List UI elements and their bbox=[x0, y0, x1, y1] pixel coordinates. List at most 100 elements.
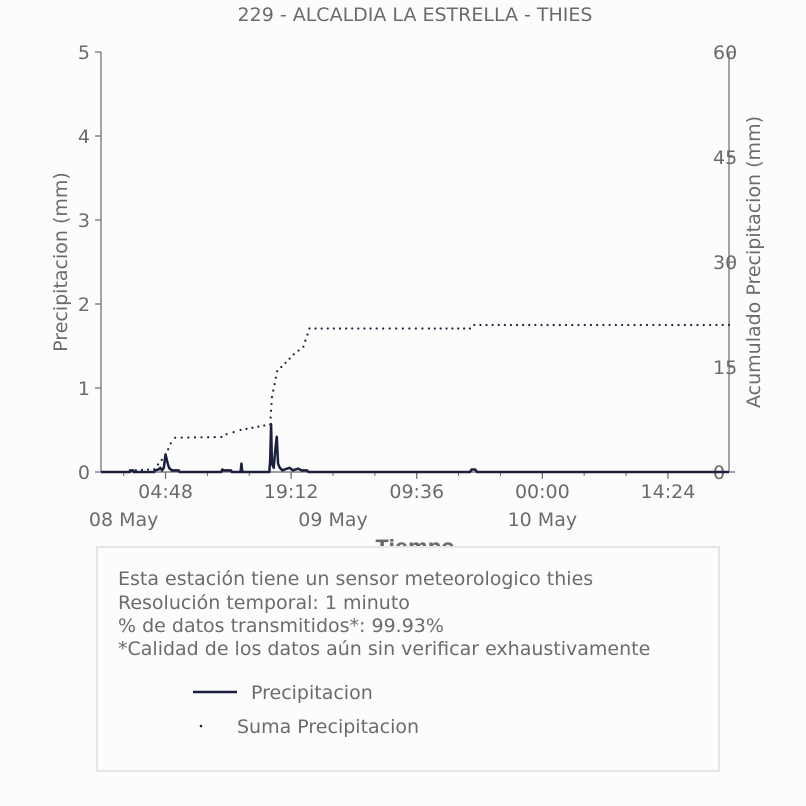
series-dot-suma bbox=[213, 436, 216, 439]
series-dot-suma bbox=[357, 327, 360, 330]
series-dot-suma bbox=[187, 436, 190, 439]
left-y-tick-label: 1 bbox=[78, 378, 90, 400]
series-line-precipitacion bbox=[101, 422, 729, 474]
series-dot-suma bbox=[160, 458, 163, 461]
series-dot-suma bbox=[652, 323, 655, 327]
y-axis-left-label: Precipitacion (mm) bbox=[50, 172, 72, 352]
series-dot-suma bbox=[439, 327, 442, 330]
series-dot-suma bbox=[602, 323, 605, 327]
series-dot-suma bbox=[306, 333, 309, 336]
series-dot-suma bbox=[220, 435, 223, 439]
series-dot-suma bbox=[473, 323, 476, 327]
series-dot-suma bbox=[589, 323, 593, 327]
x-tick-label: 09:36 bbox=[389, 481, 444, 503]
series-dot-suma bbox=[457, 327, 460, 330]
series-dot-suma bbox=[583, 323, 586, 327]
series-dot-suma bbox=[338, 327, 342, 330]
series-dot-suma bbox=[274, 376, 277, 379]
right-y-tick-label: 30 bbox=[713, 252, 737, 274]
series-dot-suma bbox=[351, 327, 354, 330]
series-dot-suma bbox=[180, 436, 183, 439]
left-y-tick-label: 0 bbox=[78, 462, 90, 484]
series-dot-suma bbox=[485, 323, 488, 327]
series-dot-suma bbox=[147, 468, 150, 471]
series-dot-suma bbox=[577, 323, 580, 327]
legend-markers bbox=[193, 690, 237, 728]
series-dot-suma bbox=[239, 428, 242, 432]
series-dot-suma bbox=[522, 323, 525, 327]
series-dot-suma bbox=[363, 327, 366, 330]
series-dot-suma bbox=[727, 323, 731, 327]
series-dot-suma bbox=[497, 323, 500, 327]
right-y-tick-label: 45 bbox=[713, 147, 737, 169]
x-tick-label: 14:24 bbox=[641, 481, 696, 503]
x-date-label: 10 May bbox=[508, 509, 578, 531]
series-dot-suma bbox=[169, 442, 172, 445]
series-dot-suma bbox=[280, 365, 283, 369]
series-dot-suma bbox=[540, 323, 543, 327]
series-dot-suma bbox=[128, 469, 131, 472]
series-dot-suma bbox=[193, 436, 197, 439]
series-dot-suma bbox=[251, 426, 254, 429]
series-dot-suma bbox=[272, 389, 275, 392]
series-dot-suma bbox=[292, 353, 295, 356]
series-dot-suma bbox=[332, 327, 335, 330]
series-dot-suma bbox=[164, 454, 167, 457]
right-y-tick-label: 60 bbox=[713, 42, 737, 64]
left-y-tick-label: 3 bbox=[78, 210, 90, 232]
series-dot-suma bbox=[270, 396, 274, 399]
series-dot-suma bbox=[633, 323, 636, 327]
series-layer bbox=[101, 323, 731, 474]
series-dot-suma bbox=[207, 436, 210, 439]
x-ticks: 04:48 19:12 09:36 00:00 14:24 08 May 09 May 10 … bbox=[89, 472, 695, 531]
series-dot-suma bbox=[269, 409, 273, 412]
series-dot-suma bbox=[395, 327, 398, 330]
x-tick-label: 19:12 bbox=[264, 481, 319, 503]
series-dot-suma bbox=[344, 327, 348, 330]
series-dot-suma bbox=[671, 323, 674, 327]
series-dot-suma bbox=[269, 416, 272, 419]
x-date-label: 09 May bbox=[298, 509, 368, 531]
y-axis-right-label: Acumulado Precipitacion (mm) bbox=[743, 116, 765, 408]
series-dot-suma bbox=[645, 323, 649, 327]
series-dot-suma bbox=[156, 463, 160, 466]
series-dot-suma bbox=[620, 323, 624, 327]
left-y-tick-label: 4 bbox=[78, 126, 90, 148]
series-dot-suma bbox=[427, 327, 431, 330]
series-dot-suma bbox=[614, 323, 617, 327]
series-dot-suma bbox=[232, 431, 235, 434]
series-dot-suma bbox=[270, 402, 273, 406]
series-dot-suma bbox=[308, 327, 311, 330]
series-dot-suma bbox=[468, 327, 472, 330]
series-dot-suma bbox=[421, 327, 424, 330]
series-dot-suma bbox=[134, 469, 137, 472]
series-dot-suma bbox=[639, 323, 642, 327]
x-tick-label: 00:00 bbox=[515, 481, 570, 503]
series-dot-suma bbox=[257, 425, 260, 428]
x-date-label: 08 May bbox=[89, 509, 159, 531]
series-dot-suma bbox=[401, 327, 404, 330]
series-dot-suma bbox=[388, 327, 391, 330]
series-dot-suma bbox=[297, 349, 300, 352]
series-dot-suma bbox=[445, 327, 448, 330]
series-dot-suma bbox=[664, 323, 668, 327]
series-dot-suma bbox=[414, 327, 417, 330]
series-dot-suma bbox=[269, 423, 272, 426]
info-box: Esta estación tiene un sensor meteorolog… bbox=[96, 546, 720, 772]
series-dot-suma bbox=[721, 323, 724, 327]
series-dot-suma bbox=[302, 345, 305, 348]
series-dot-suma bbox=[225, 433, 228, 436]
series-dot-suma bbox=[608, 323, 611, 327]
series-dot-suma bbox=[558, 323, 561, 327]
left-y-tick-label: 5 bbox=[78, 42, 90, 64]
series-dot-suma bbox=[375, 327, 378, 330]
left-y-ticks: 0 1 2 3 4 5 bbox=[78, 42, 101, 484]
series-dot-suma bbox=[174, 436, 177, 439]
left-y-tick-label: 2 bbox=[78, 294, 90, 316]
series-dot-suma bbox=[462, 327, 466, 330]
series-dot-suma bbox=[288, 357, 291, 360]
legend-label-suma: Suma Precipitacion bbox=[237, 716, 420, 738]
series-dot-suma bbox=[690, 323, 693, 327]
series-dot-suma bbox=[571, 323, 574, 327]
chart-title: 229 - ALCALDIA LA ESTRELLA - THIES bbox=[238, 4, 593, 26]
